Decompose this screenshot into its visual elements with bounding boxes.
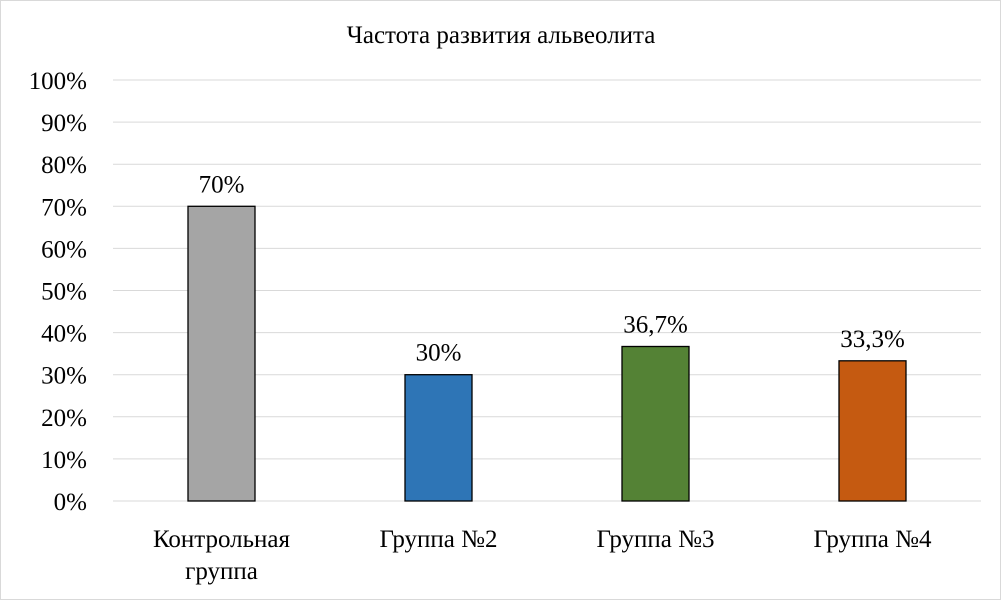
data-label: 36,7% xyxy=(623,311,688,338)
bar xyxy=(838,360,907,502)
bar xyxy=(621,345,690,502)
y-tick-label: 100% xyxy=(29,68,87,95)
gridlines xyxy=(113,79,981,502)
y-tick-label: 10% xyxy=(41,447,87,474)
category-label: Группа №3 xyxy=(596,526,714,553)
y-tick-label: 60% xyxy=(41,236,87,263)
chart-title: Частота развития альвеолита xyxy=(347,22,656,49)
category-label: Группа №2 xyxy=(379,526,497,553)
bar xyxy=(187,205,256,502)
data-label: 33,3% xyxy=(840,326,905,353)
category-label: Контрольная xyxy=(153,526,291,553)
y-axis-ticks: 0% 10% 20% 30% 40% 50% 60% 70% 80% 90% 100% xyxy=(29,68,87,516)
category-label: Группа №4 xyxy=(813,526,932,553)
y-tick-label: 30% xyxy=(41,363,87,390)
y-tick-label: 0% xyxy=(54,489,87,516)
y-tick-label: 50% xyxy=(41,279,87,306)
y-tick-label: 80% xyxy=(41,152,87,179)
y-tick-label: 20% xyxy=(41,405,87,432)
bars xyxy=(187,205,907,502)
data-label: 70% xyxy=(199,171,245,198)
x-axis-categories: Контрольная группа Группа №2 Группа №3 Групп… xyxy=(153,526,932,585)
data-labels: 70% 30% 36,7% 33,3% xyxy=(199,171,905,366)
bar xyxy=(404,374,473,502)
data-label: 30% xyxy=(416,340,462,367)
y-tick-label: 40% xyxy=(41,321,87,348)
y-tick-label: 70% xyxy=(41,194,87,221)
y-tick-label: 90% xyxy=(41,110,87,137)
category-label: группа xyxy=(185,558,258,585)
